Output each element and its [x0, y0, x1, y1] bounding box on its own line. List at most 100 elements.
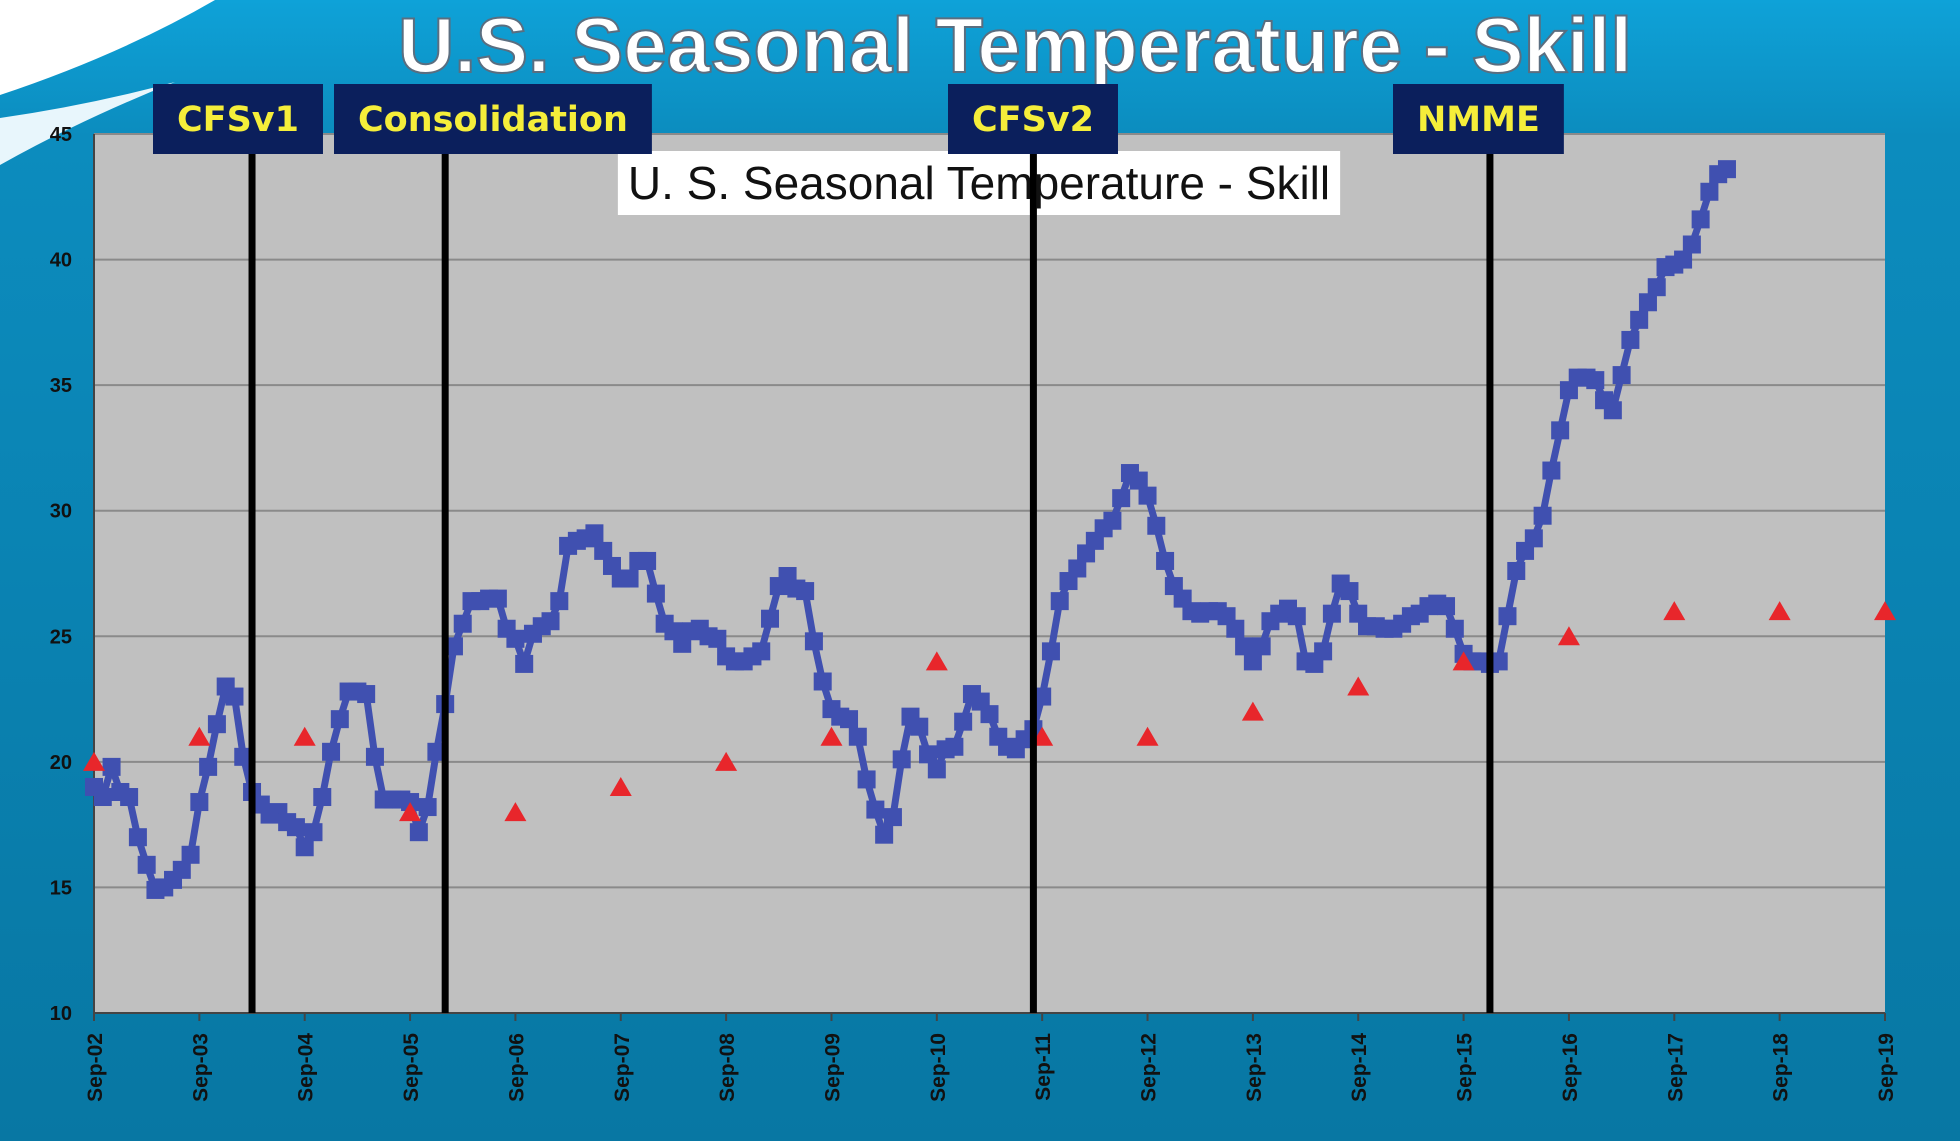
skill-point	[708, 629, 727, 648]
x-tick-label: Sep-03	[189, 1033, 212, 1102]
skill-point	[804, 632, 823, 651]
x-tick-label: Sep-14	[1348, 1033, 1371, 1102]
skill-point	[1112, 489, 1131, 508]
x-tick-label: Sep-02	[84, 1033, 107, 1102]
skill-point	[225, 687, 244, 706]
skill-point	[1147, 516, 1166, 535]
skill-point	[1314, 642, 1333, 661]
x-tick-label: Sep-05	[400, 1033, 423, 1102]
skill-point	[761, 609, 780, 628]
x-tick-label: Sep-15	[1454, 1033, 1477, 1102]
chart-title-background	[617, 151, 1341, 215]
x-tick-label: Sep-12	[1138, 1033, 1161, 1102]
skill-point	[234, 747, 253, 766]
skill-point	[1226, 619, 1245, 638]
y-tick-label: 15	[50, 877, 72, 899]
target-point	[1347, 676, 1370, 696]
era-label-text: NMME	[1417, 100, 1540, 140]
skill-point	[1524, 529, 1543, 548]
skill-point	[585, 524, 604, 543]
era-label-text: CFSv1	[177, 100, 299, 140]
skill-point	[594, 541, 613, 560]
skill-point	[813, 672, 832, 691]
y-tick-label: 35	[50, 375, 72, 397]
y-tick-label: 20	[50, 752, 72, 774]
target-point	[925, 651, 948, 671]
target-point	[609, 776, 632, 796]
skill-point	[638, 551, 657, 570]
skill-point	[752, 642, 771, 661]
skill-point	[1287, 607, 1306, 626]
skill-point	[181, 845, 200, 864]
target-point	[715, 751, 738, 771]
skill-point	[1630, 310, 1649, 329]
target-point	[504, 802, 527, 822]
skill-point	[506, 629, 525, 648]
y-tick-label: 25	[50, 626, 72, 648]
target-point	[1768, 601, 1791, 621]
era-label: CFSv1	[153, 84, 323, 154]
x-tick-label: Sep-08	[716, 1033, 739, 1102]
skill-point	[172, 860, 191, 879]
x-tick-label: Sep-10	[927, 1033, 950, 1102]
skill-point	[840, 710, 859, 729]
target-point	[1557, 626, 1580, 646]
skill-point	[1621, 330, 1640, 349]
x-tick-label: Sep-11	[1032, 1033, 1055, 1101]
skill-point	[1243, 652, 1262, 671]
skill-point	[1682, 235, 1701, 254]
skill-point	[875, 825, 894, 844]
skill-point	[1603, 401, 1622, 420]
y-tick-label: 45	[50, 124, 72, 146]
skill-series	[85, 160, 1736, 899]
skill-point	[1542, 461, 1561, 480]
skill-point	[945, 737, 964, 756]
skill-point	[892, 750, 911, 769]
x-tick-label: Sep-06	[505, 1033, 528, 1102]
x-tick-labels: Sep-02 Sep-03 Sep-04 Sep-05 Sep-06 Sep-07 Sep-…	[84, 1033, 1898, 1102]
skill-point	[453, 614, 472, 633]
skill-point	[199, 757, 218, 776]
skill-point	[295, 838, 314, 857]
y-tick-label: 40	[50, 250, 72, 272]
skill-point	[1638, 293, 1657, 312]
target-point	[293, 726, 316, 746]
target-point	[1663, 601, 1686, 621]
skill-point	[1507, 561, 1526, 580]
era-label-background	[334, 84, 652, 154]
skill-point	[444, 637, 463, 656]
skill-point	[427, 742, 446, 761]
skill-point	[910, 717, 929, 736]
chart-title-box: U. S. Seasonal Temperature - Skill	[617, 151, 1341, 215]
skill-point	[93, 788, 112, 807]
skill-point	[1551, 421, 1570, 440]
target-point	[1452, 651, 1475, 671]
axes	[93, 134, 1886, 1021]
skill-point	[1586, 371, 1605, 390]
skill-point	[1498, 607, 1517, 626]
skill-point	[954, 712, 973, 731]
skill-point	[418, 798, 437, 817]
skill-point	[883, 808, 902, 827]
x-tick-label: Sep-04	[295, 1033, 318, 1102]
skill-point	[927, 760, 946, 779]
x-tick-label: Sep-16	[1559, 1033, 1582, 1102]
skill-point	[1700, 182, 1719, 201]
skill-point	[646, 584, 665, 603]
target-point	[1136, 726, 1159, 746]
skill-point	[1103, 511, 1122, 530]
skill-point	[1033, 687, 1052, 706]
skill-point	[488, 589, 507, 608]
skill-point	[137, 855, 156, 874]
skill-point	[1647, 278, 1666, 297]
skill-point	[1068, 559, 1087, 578]
era-label-background	[948, 84, 1118, 154]
skill-point	[313, 788, 332, 807]
skill-point	[1235, 637, 1254, 656]
skill-point	[120, 788, 139, 807]
skill-point	[304, 823, 323, 842]
data-series	[83, 160, 1896, 899]
target-series	[83, 601, 1896, 822]
